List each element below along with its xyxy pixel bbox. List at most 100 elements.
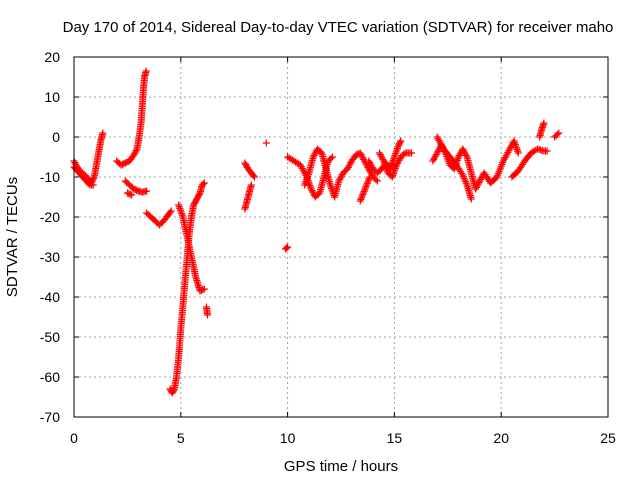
data-point-marker <box>128 191 136 199</box>
data-point-marker <box>553 130 561 138</box>
data-point-marker <box>366 173 374 181</box>
data-point-marker <box>511 140 519 148</box>
data-point-marker <box>283 244 291 252</box>
data-point-marker <box>393 144 401 152</box>
data-point-marker <box>477 175 485 183</box>
data-point-marker <box>175 201 183 209</box>
data-point-marker <box>358 192 366 200</box>
data-point-marker <box>337 172 345 180</box>
y-tick-label: -70 <box>40 409 60 425</box>
data-point-marker <box>356 149 364 157</box>
data-point-marker <box>392 148 400 156</box>
data-point-marker <box>432 151 440 159</box>
data-point-marker <box>512 142 520 150</box>
x-axis-ticks: 0 5 10 15 20 25 <box>70 57 616 446</box>
data-point-marker <box>167 207 175 215</box>
data-point-marker <box>388 173 396 181</box>
data-point-marker <box>391 166 399 174</box>
y-tick-label: 20 <box>44 49 60 65</box>
y-tick-label: -40 <box>40 289 60 305</box>
data-point-marker <box>462 178 470 186</box>
data-point-marker <box>363 179 371 187</box>
data-point-marker <box>363 181 371 189</box>
data-point-marker <box>337 174 345 182</box>
data-point-marker <box>99 129 107 137</box>
data-point-marker <box>434 147 442 155</box>
data-point-marker <box>459 173 467 181</box>
data-point-marker <box>284 243 292 251</box>
data-point-marker <box>459 145 467 153</box>
data-point-marker <box>360 187 368 195</box>
data-point-marker <box>335 177 343 185</box>
data-point-marker <box>176 206 184 214</box>
x-tick-label: 25 <box>600 430 616 446</box>
chart-title: Day 170 of 2014, Sidereal Day-to-day VTE… <box>63 19 614 36</box>
data-point-marker <box>460 148 468 156</box>
data-point-marker <box>380 159 388 167</box>
data-point-marker <box>393 159 401 167</box>
x-tick-label: 10 <box>280 430 296 446</box>
data-point-marker <box>382 162 390 170</box>
data-point-marker <box>336 175 344 183</box>
data-point-marker <box>383 166 391 174</box>
data-point-marker <box>304 171 312 179</box>
data-point-marker <box>247 181 255 189</box>
data-point-marker <box>390 153 398 161</box>
y-tick-label: 0 <box>52 129 60 145</box>
data-point-marker <box>301 181 309 189</box>
data-point-marker <box>391 164 399 172</box>
data-point-marker <box>407 149 415 157</box>
data-point-marker <box>394 143 402 151</box>
data-point-marker <box>365 157 373 165</box>
data-point-marker <box>433 149 441 157</box>
data-point-marker <box>395 156 403 164</box>
data-points <box>70 67 563 397</box>
data-point-marker <box>396 138 404 146</box>
data-point-marker <box>89 181 97 189</box>
data-point-marker <box>366 159 374 167</box>
data-point-marker <box>379 155 387 163</box>
data-point-marker <box>132 147 140 154</box>
data-point-marker <box>455 151 463 159</box>
y-axis-label: SDTVAR / TECUs <box>4 177 21 297</box>
data-point-marker <box>514 147 522 155</box>
data-point-marker <box>310 151 318 159</box>
data-point-marker <box>510 137 518 145</box>
data-point-marker <box>430 155 438 163</box>
data-point-marker <box>166 208 174 216</box>
data-point-marker <box>360 155 368 163</box>
data-point-marker <box>511 139 519 147</box>
data-point-marker <box>176 204 184 212</box>
plot-frame <box>73 56 609 418</box>
data-point-marker <box>473 182 481 190</box>
data-point-marker <box>345 162 353 170</box>
data-point-marker <box>303 176 311 184</box>
data-point-marker <box>367 170 375 178</box>
data-point-marker <box>472 183 480 191</box>
data-point-marker <box>175 203 183 211</box>
data-point-marker <box>309 188 317 196</box>
data-point-marker <box>393 161 401 169</box>
data-point-marker <box>131 148 139 156</box>
data-point-marker <box>364 178 372 186</box>
data-point-marker <box>540 119 548 127</box>
data-point-marker <box>204 311 211 319</box>
data-point-marker <box>356 197 364 205</box>
data-point-marker <box>199 180 207 188</box>
data-point-marker <box>389 170 397 178</box>
data-point-marker <box>126 190 134 198</box>
data-point-marker <box>392 163 400 171</box>
data-point-marker <box>454 153 462 161</box>
data-point-marker <box>327 183 335 191</box>
data-point-marker <box>431 152 439 160</box>
data-point-marker <box>200 179 208 187</box>
data-point-marker <box>359 189 367 197</box>
data-point-marker <box>361 186 369 194</box>
y-tick-label: -60 <box>40 369 60 385</box>
data-point-marker <box>358 194 366 202</box>
data-point-marker <box>431 154 439 162</box>
data-point-marker <box>460 174 468 182</box>
data-point-marker <box>262 139 270 147</box>
